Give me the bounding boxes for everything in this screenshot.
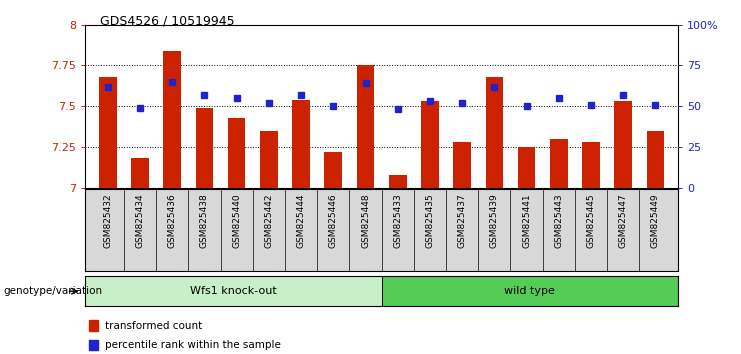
- Text: GSM825449: GSM825449: [651, 193, 660, 248]
- Text: wild type: wild type: [505, 286, 555, 296]
- Bar: [131, 158, 149, 188]
- Text: GSM825441: GSM825441: [522, 193, 531, 248]
- Bar: [227, 118, 245, 188]
- Text: GSM825446: GSM825446: [329, 193, 338, 248]
- Text: percentile rank within the sample: percentile rank within the sample: [105, 340, 281, 350]
- Bar: [382, 276, 678, 306]
- Text: GSM825448: GSM825448: [361, 193, 370, 248]
- Text: GSM825434: GSM825434: [136, 193, 144, 248]
- Text: Wfs1 knock-out: Wfs1 knock-out: [190, 286, 277, 296]
- Bar: [518, 147, 536, 188]
- Text: GSM825442: GSM825442: [265, 193, 273, 248]
- Text: GSM825438: GSM825438: [200, 193, 209, 248]
- Bar: [647, 131, 665, 188]
- Text: GSM825433: GSM825433: [393, 193, 402, 248]
- Text: GSM825440: GSM825440: [232, 193, 241, 248]
- Bar: [421, 101, 439, 188]
- Bar: [260, 131, 278, 188]
- Text: GSM825444: GSM825444: [296, 193, 305, 248]
- Bar: [196, 108, 213, 188]
- Bar: [453, 142, 471, 188]
- Text: transformed count: transformed count: [105, 321, 202, 331]
- Bar: [550, 139, 568, 188]
- Bar: [99, 77, 116, 188]
- Bar: [85, 276, 382, 306]
- Text: GSM825435: GSM825435: [425, 193, 434, 248]
- Bar: [356, 65, 374, 188]
- Text: GSM825437: GSM825437: [458, 193, 467, 248]
- Text: GSM825439: GSM825439: [490, 193, 499, 248]
- Bar: [485, 77, 503, 188]
- Bar: [389, 175, 407, 188]
- Bar: [614, 101, 632, 188]
- Bar: [582, 142, 600, 188]
- Bar: [163, 51, 181, 188]
- Text: GSM825436: GSM825436: [167, 193, 176, 248]
- Bar: [325, 152, 342, 188]
- Text: GSM825445: GSM825445: [587, 193, 596, 248]
- Text: GSM825447: GSM825447: [619, 193, 628, 248]
- Text: GDS4526 / 10519945: GDS4526 / 10519945: [100, 14, 235, 27]
- Text: GSM825443: GSM825443: [554, 193, 563, 248]
- Text: genotype/variation: genotype/variation: [4, 286, 103, 296]
- Text: GSM825432: GSM825432: [103, 193, 113, 248]
- Bar: [292, 100, 310, 188]
